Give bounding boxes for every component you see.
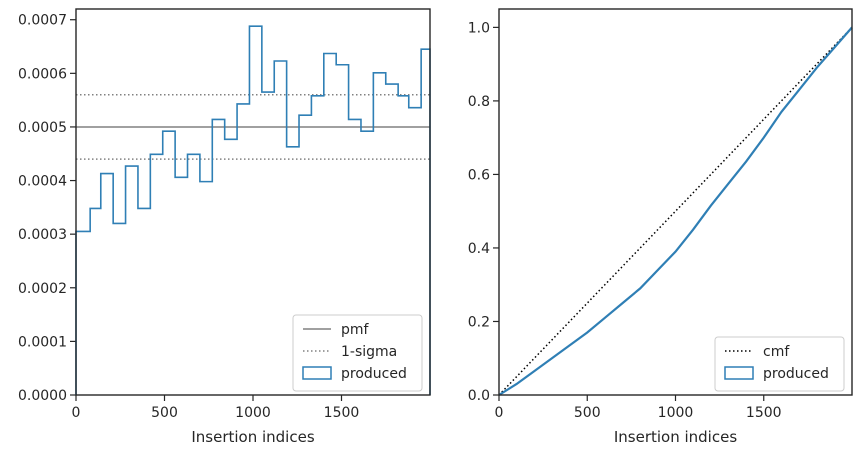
y-tick-label: 0.0005 [18, 120, 67, 136]
y-tick-label: 0.4 [468, 241, 490, 257]
legend-label: pmf [341, 322, 370, 338]
legend-label: produced [341, 366, 407, 382]
x-tick-label: 1000 [658, 405, 694, 421]
cmf-line [498, 26, 853, 396]
x-tick-label: 1500 [746, 405, 782, 421]
produced-line [498, 26, 853, 396]
plot-frame [498, 8, 853, 396]
right-chart-cumulative: 0 500 1000 1500 0.0 0.2 0.4 0.6 0.8 1.0 Insertion … [468, 8, 853, 446]
plot-frame [75, 8, 431, 396]
y-tick-label: 0.0001 [18, 334, 67, 350]
x-tick-label: 1000 [235, 405, 271, 421]
x-axis-title: Insertion indices [191, 428, 314, 446]
y-tick-label: 1.0 [468, 20, 490, 36]
legend-box [292, 314, 423, 392]
y-tick-label: 0.6 [468, 167, 490, 183]
produced-histogram [75, 25, 431, 395]
y-tick-label: 0.8 [468, 94, 490, 110]
legend-handle-patch [724, 366, 754, 380]
legend-label: produced [763, 366, 829, 382]
x-tick-label: 1500 [324, 405, 360, 421]
x-tick-label: 500 [151, 405, 178, 421]
x-tick-label: 0 [72, 405, 81, 421]
y-tick-label: 0.2 [468, 314, 490, 330]
legend-label: cmf [763, 344, 790, 360]
y-tick-label: 0.0000 [18, 388, 67, 404]
y-tick-label: 0.0 [468, 388, 490, 404]
y-tick-label: 0.0003 [18, 227, 67, 243]
left-chart-histogram: 0 500 1000 1500 0.0000 0.0001 0.0002 0.0003 0.00… [18, 8, 431, 446]
y-tick-label: 0.0004 [18, 174, 67, 190]
y-tick-label: 0.0006 [18, 66, 67, 82]
x-tick-label: 500 [574, 405, 601, 421]
x-axis-title: Insertion indices [614, 428, 737, 446]
y-tick-label: 0.0007 [18, 13, 67, 29]
legend-label: 1-sigma [341, 344, 397, 360]
legend-handle-patch [302, 366, 332, 380]
y-tick-label: 0.0002 [18, 281, 67, 297]
legend-box [714, 336, 845, 392]
x-tick-label: 0 [495, 405, 504, 421]
